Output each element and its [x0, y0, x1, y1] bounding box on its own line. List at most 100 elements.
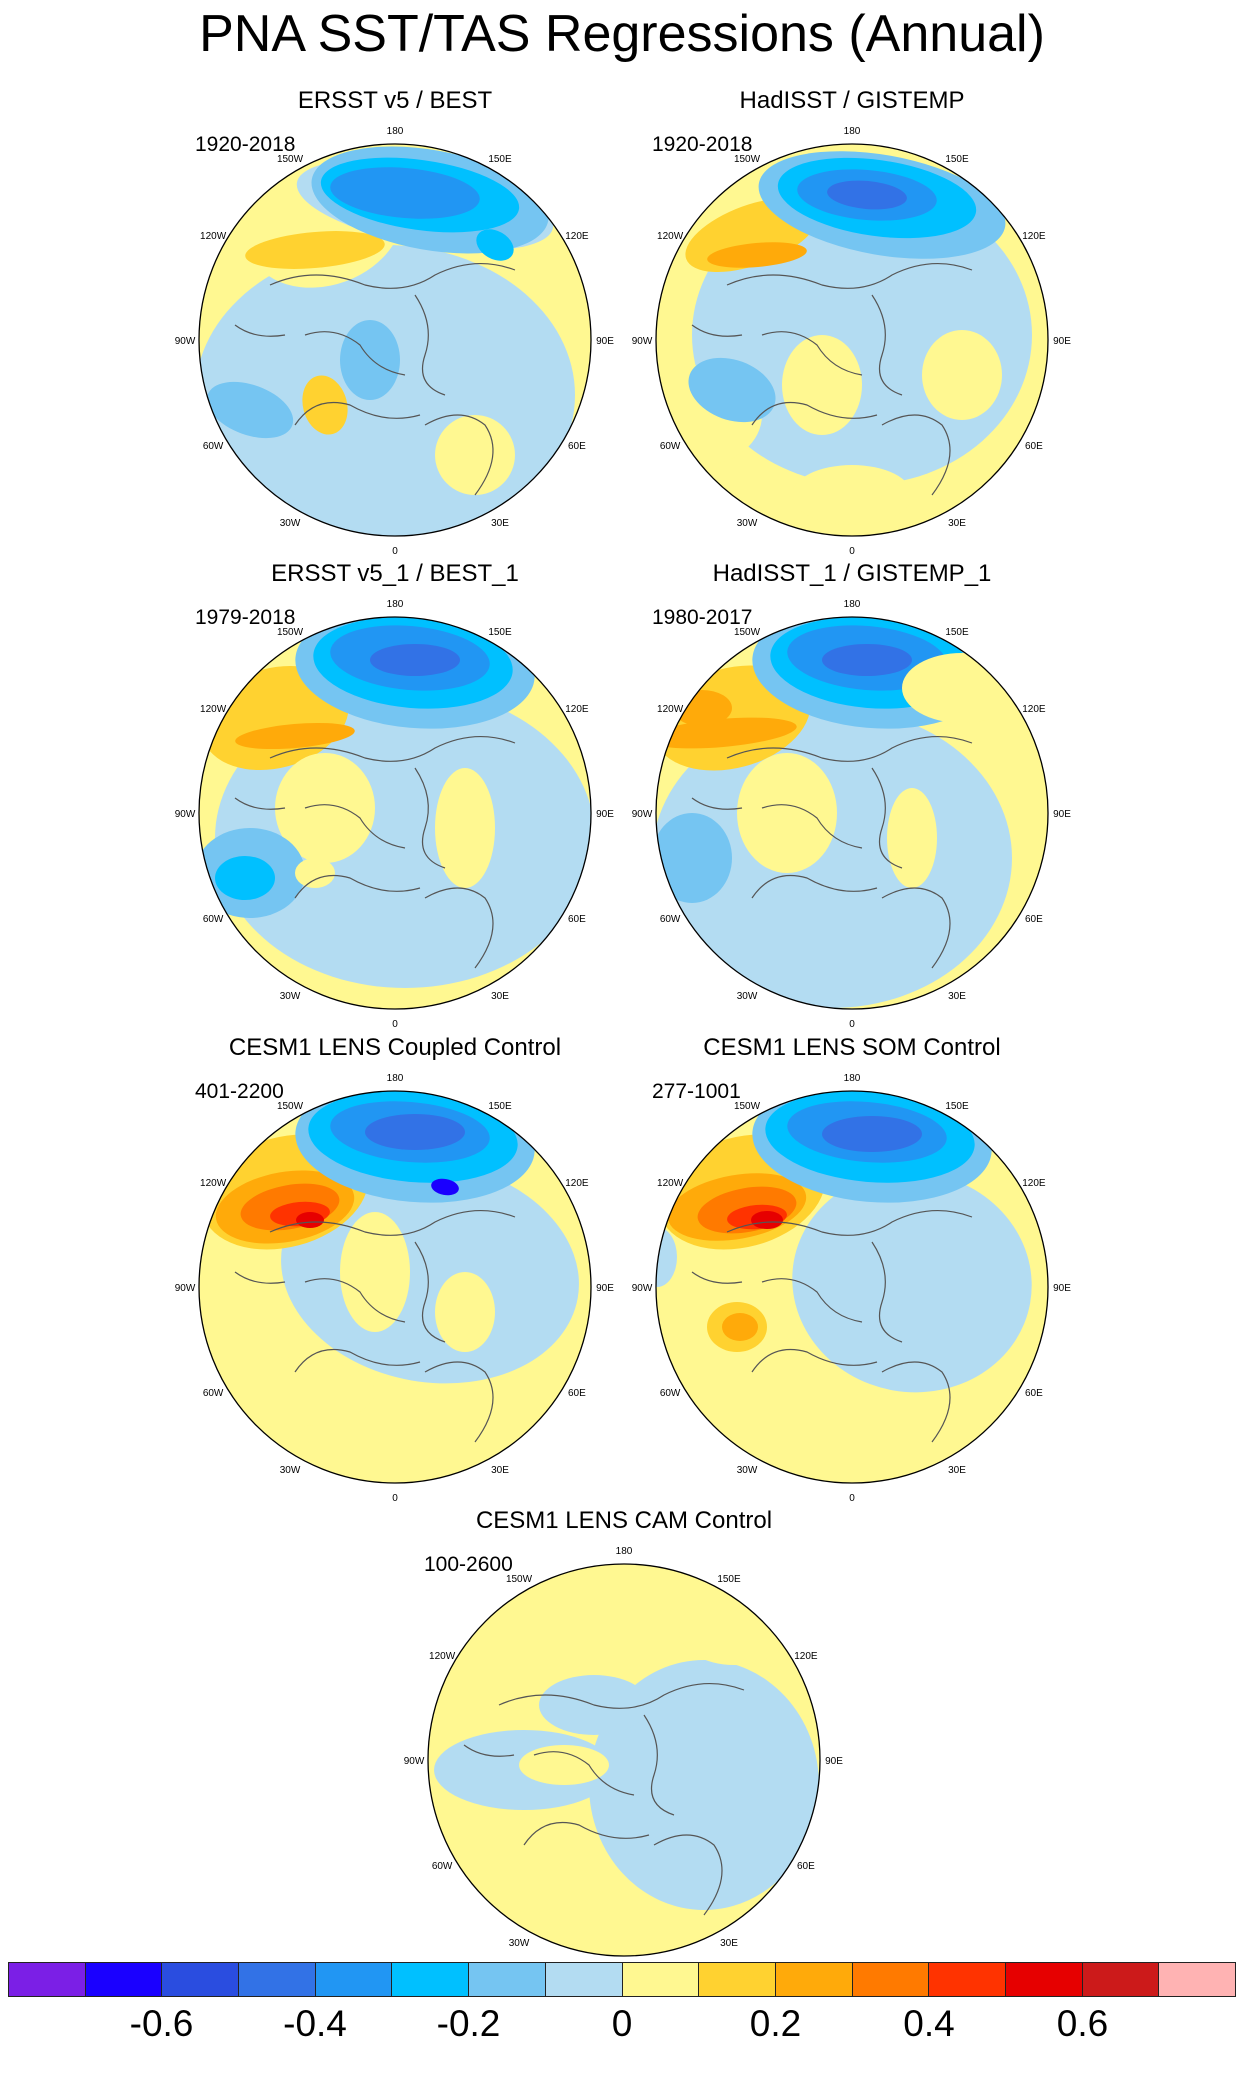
panel-period: 1920-2018 — [195, 133, 296, 156]
panel-period: 401-2200 — [195, 1080, 284, 1103]
colorbar-box — [85, 1963, 163, 1996]
longitude-label: 150W — [277, 154, 304, 165]
polar-map: 180 150E 120E 90E 60E 30E 0 30W 60W 90W 120W 150W — [175, 126, 614, 557]
colorbar-box — [9, 1963, 86, 1996]
panel-title: ERSST v5 / BEST — [297, 87, 493, 114]
longitude-label: 120E — [1022, 704, 1046, 715]
longitude-label: 120W — [657, 1178, 684, 1189]
longitude-label: 30E — [948, 518, 966, 529]
coastline — [871, 767, 903, 869]
longitude-label: 150E — [488, 627, 512, 638]
anomaly-region — [822, 1116, 922, 1152]
polar-map: 180 150E 120E 90E 60E 30E 0 30W 60W 90W 120W 150W — [632, 126, 1071, 557]
colorbar-tick-label: -0.6 — [129, 2003, 194, 2044]
longitude-label: 150E — [945, 1101, 969, 1112]
longitude-label: 60W — [203, 441, 224, 452]
longitude-label: 30E — [491, 1465, 509, 1476]
longitude-label: 90E — [825, 1756, 843, 1767]
coastline — [294, 1348, 421, 1373]
colorbar-box — [1159, 1963, 1235, 1996]
coastline — [294, 874, 421, 899]
anomaly-region — [302, 375, 348, 435]
colorbar-tick-label: 0.2 — [749, 2003, 802, 2044]
colorbar-tick-label: -0.4 — [283, 2003, 347, 2044]
longitude-label: 150W — [277, 627, 304, 638]
map-boundary — [655, 616, 1049, 1010]
longitude-label: 120E — [1022, 231, 1046, 242]
coastline — [269, 263, 516, 289]
coastline — [533, 1751, 635, 1796]
anomaly-region — [435, 768, 495, 888]
longitude-label: 90W — [632, 1283, 653, 1294]
longitude-label: 90W — [632, 336, 653, 347]
longitude-label: 60E — [1025, 914, 1043, 925]
polar-map: 180 150E 120E 90E 60E 30E 0 30W 60W 90W 120W 150W — [175, 599, 614, 1030]
coastline — [726, 736, 973, 762]
panel-title: CESM1 LENS CAM Control — [475, 1507, 773, 1534]
longitude-label: 150E — [488, 1101, 512, 1112]
anomaly-region — [656, 708, 1012, 1008]
anomaly-region — [365, 1114, 465, 1150]
anomaly-region — [435, 415, 515, 495]
colorbar-box — [622, 1963, 700, 1996]
longitude-label: 60W — [203, 1388, 224, 1399]
longitude-label: 60E — [1025, 441, 1043, 452]
longitude-label: 120W — [657, 231, 684, 242]
longitude-label: 30W — [509, 1938, 530, 1949]
colorbar-box — [852, 1963, 930, 1996]
map-boundary — [198, 143, 592, 537]
anomaly-region — [722, 1313, 758, 1341]
coastline — [751, 401, 878, 426]
longitude-label: 90E — [596, 809, 614, 820]
map-panel-7: CESM1 LENS CAM Control 100-2600 180 150E 120… — [404, 1507, 844, 1977]
longitude-label: 30W — [737, 1465, 758, 1476]
longitude-label: 150E — [945, 154, 969, 165]
longitude-label: 180 — [844, 1073, 861, 1084]
polar-map: 180 150E 120E 90E 60E 30E 0 30W 60W 90W 120W 150W — [632, 599, 1071, 1030]
coastline — [234, 324, 286, 337]
longitude-label: 90E — [1053, 336, 1071, 347]
anomaly-region — [235, 722, 355, 750]
anomaly-region — [245, 231, 385, 269]
longitude-label: 30E — [491, 991, 509, 1002]
anomaly-region — [822, 644, 912, 676]
longitude-label: 120W — [200, 231, 227, 242]
anomaly-region — [340, 1212, 410, 1332]
panel-period: 277-1001 — [652, 1080, 741, 1103]
anomaly-region — [902, 653, 1022, 723]
longitude-label: 90W — [404, 1756, 425, 1767]
longitude-label: 0 — [849, 1493, 855, 1504]
map-boundary — [427, 1563, 821, 1957]
panel-title: ERSST v5_1 / BEST_1 — [271, 560, 519, 587]
anomaly-region — [792, 1171, 1032, 1393]
map-panel-5: CESM1 LENS Coupled Control 401-2200 180 150… — [175, 1034, 615, 1504]
longitude-label: 180 — [616, 1546, 633, 1557]
longitude-label: 90E — [1053, 1283, 1071, 1294]
longitude-label: 180 — [844, 599, 861, 610]
anomaly-region — [476, 229, 514, 261]
panel-period: 1979-2018 — [195, 606, 296, 629]
anomaly-region — [431, 1178, 459, 1196]
longitude-label: 180 — [387, 599, 404, 610]
longitude-label: 30W — [737, 518, 758, 529]
colorbar-tick-label: -0.2 — [436, 2003, 501, 2044]
colorbar-box — [315, 1963, 393, 1996]
coastline — [761, 804, 863, 849]
longitude-label: 30W — [280, 518, 301, 529]
colorbar-box — [775, 1963, 853, 1996]
map-panel-4: HadISST_1 / GISTEMP_1 1980-2017 180 150E 120… — [632, 560, 1072, 1030]
map-panel-3: ERSST v5_1 / BEST_1 1979-2018 180 150E 120E 9… — [175, 560, 615, 1030]
longitude-label: 150W — [734, 627, 761, 638]
anomaly-region — [281, 1160, 579, 1384]
longitude-label: 150W — [734, 1101, 761, 1112]
anomaly-region — [922, 330, 1002, 420]
anomaly-region — [737, 753, 837, 873]
longitude-label: 150W — [734, 154, 761, 165]
coastline — [761, 1278, 863, 1323]
longitude-label: 180 — [387, 1073, 404, 1084]
coastline — [881, 887, 951, 969]
coastline — [523, 1821, 650, 1846]
polar-map: 180 150E 120E 90E 60E 30E 0 30W 60W 90W 120W 150W — [175, 1073, 614, 1504]
coastline — [234, 797, 286, 810]
map-boundary — [655, 143, 1049, 537]
